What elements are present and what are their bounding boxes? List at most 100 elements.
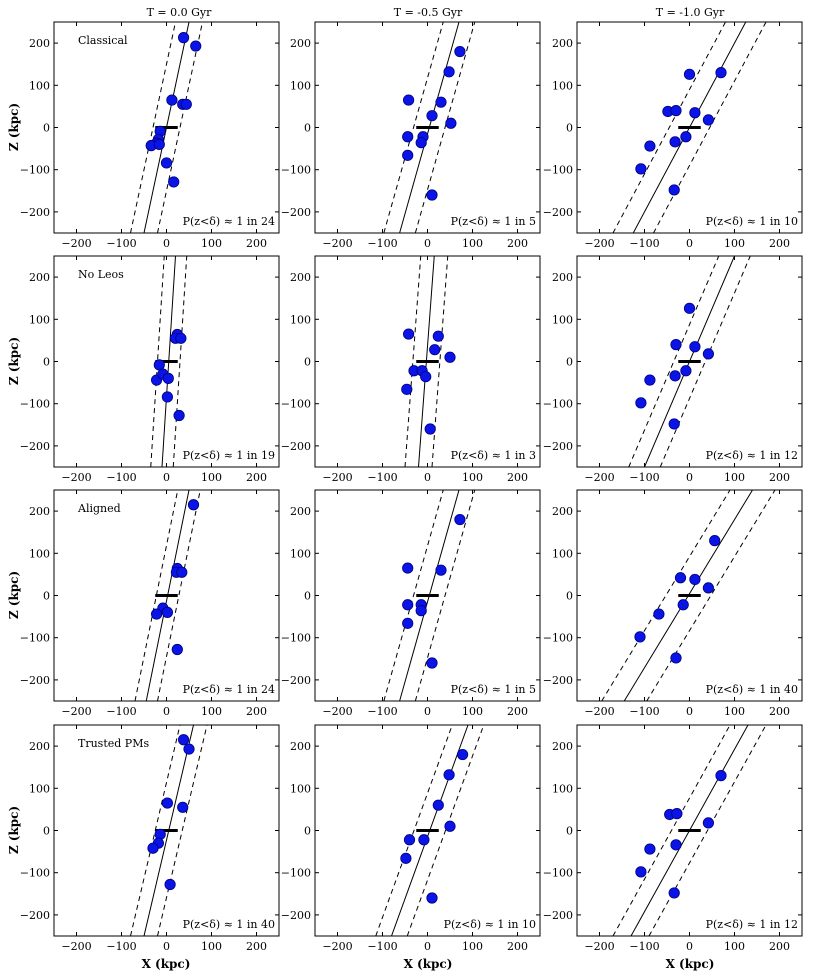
data-point-r1c2-1	[670, 339, 682, 351]
ytick-label-r3c2-4: 200	[552, 740, 573, 753]
data-point-r3c1-7	[426, 892, 438, 904]
xtick-label-r2c2-3: 100	[724, 705, 745, 718]
ytick-label-r3c1-0: −200	[281, 909, 311, 922]
probability-annotation-r3c2: P(z<δ) ≈ 1 in 12	[706, 918, 798, 931]
ytick-label-r3c0-4: 200	[29, 740, 50, 753]
band-left-r0c2	[612, 22, 726, 233]
data-point-r0c2-0	[683, 68, 696, 80]
xtick-label-r1c0-3: 100	[201, 471, 222, 484]
panel-r3c1: −200 −200 −100 −100 0 0 100 100 200 200 P(z<δ) ≈ 1…	[281, 724, 541, 953]
ytick-label-r1c1-4: 200	[290, 271, 311, 284]
ytick-label-r1c1-0: −200	[281, 440, 311, 453]
ytick-label-r2c1-2: 0	[304, 590, 311, 603]
data-point-r2c1-5	[415, 605, 427, 617]
xtick-label-r3c0-1: −100	[106, 940, 136, 953]
data-point-r1c1-3	[444, 351, 456, 363]
panels-group: −200 −200 −100 −100 0 0 100 100 200 200 Classical P…	[20, 21, 803, 953]
ytick-label-r1c0-1: −100	[20, 398, 50, 411]
data-point-r2c1-0	[454, 513, 466, 526]
ytick-label-r3c0-1: −100	[20, 867, 50, 880]
xtick-label-r3c1-3: 100	[462, 940, 483, 953]
ytick-label-r2c0-0: −200	[20, 674, 50, 687]
ytick-label-r1c1-1: −100	[281, 398, 311, 411]
panel-r1c2: −200 −200 −100 −100 0 0 100 100 200 200 P(z<δ) ≈ 1…	[543, 255, 803, 484]
xtick-label-r1c2-2: 0	[686, 471, 693, 484]
xtick-label-r1c0-1: −100	[106, 471, 136, 484]
data-point-r3c0-7	[147, 842, 159, 854]
probability-annotation-r0c0: P(z<δ) ≈ 1 in 24	[183, 215, 275, 228]
band-left-r2c1	[383, 490, 444, 701]
ytick-label-r3c2-0: −200	[543, 909, 573, 922]
ytick-label-r0c1-3: 100	[290, 79, 311, 92]
ylabel-row-3: Z (kpc)	[7, 806, 21, 854]
probability-annotation-r3c1: P(z<δ) ≈ 1 in 10	[444, 918, 536, 931]
data-point-r0c1-10	[426, 189, 438, 201]
xtick-label-r0c1-4: 200	[507, 237, 528, 250]
data-point-r0c1-5	[445, 117, 457, 129]
ytick-label-r1c0-0: −200	[20, 440, 50, 453]
data-point-r0c0-11	[168, 176, 180, 188]
data-point-r2c0-6	[151, 608, 163, 620]
xtick-label-r3c0-3: 100	[201, 940, 222, 953]
data-point-r1c1-1	[432, 330, 444, 342]
ytick-label-r0c2-3: 100	[552, 79, 573, 92]
ytick-label-r0c1-1: −100	[281, 164, 311, 177]
xtick-label-r3c0-0: −200	[61, 940, 91, 953]
data-point-r0c0-1	[190, 40, 202, 52]
ytick-label-r2c0-3: 100	[29, 547, 50, 560]
plot-area-r3c1	[375, 725, 485, 936]
ytick-label-r2c0-2: 0	[43, 590, 50, 603]
xtick-label-r3c2-3: 100	[724, 940, 745, 953]
ytick-label-r2c2-3: 100	[552, 547, 573, 560]
ylabel-row-0: Z (kpc)	[7, 103, 21, 151]
data-point-r0c2-7	[669, 136, 681, 148]
xtick-label-r1c2-1: −100	[629, 471, 659, 484]
xtick-label-r1c0-2: 0	[163, 471, 170, 484]
xtick-label-r0c1-2: 0	[424, 237, 431, 250]
data-point-r0c2-10	[668, 184, 680, 196]
plot-area-r3c0	[130, 725, 208, 936]
ytick-label-r0c1-2: 0	[304, 122, 311, 135]
ytick-label-r1c0-2: 0	[43, 356, 50, 369]
ytick-label-r3c2-2: 0	[566, 825, 573, 838]
band-right-r0c2	[653, 22, 767, 233]
data-point-r2c2-6	[634, 631, 646, 643]
band-left-r0c1	[383, 22, 444, 233]
xtick-label-r0c0-1: −100	[106, 237, 136, 250]
data-point-r2c1-3	[402, 599, 414, 611]
band-right-r0c1	[414, 22, 476, 233]
data-point-r2c2-3	[702, 582, 715, 594]
data-point-r1c2-8	[668, 418, 680, 430]
data-point-r1c0-3	[153, 359, 165, 371]
xtick-label-r2c1-0: −200	[322, 705, 352, 718]
data-point-r3c2-7	[668, 887, 680, 899]
ytick-label-r1c2-1: −100	[543, 398, 573, 411]
xtick-label-r2c2-0: −200	[584, 705, 614, 718]
ytick-label-r0c0-1: −100	[20, 164, 50, 177]
xtick-label-r2c2-2: 0	[686, 705, 693, 718]
ytick-label-r0c2-0: −200	[543, 206, 573, 219]
data-point-r0c2-6	[680, 131, 692, 143]
xtick-label-r2c1-1: −100	[367, 705, 397, 718]
ytick-label-r0c1-0: −200	[281, 206, 311, 219]
ytick-label-r3c2-3: 100	[552, 782, 573, 795]
panel-r3c2: −200 −200 −100 −100 0 0 100 100 200 200 P(z<δ) ≈ 1…	[543, 724, 803, 953]
data-point-r3c0-8	[164, 878, 176, 891]
xtick-label-r3c1-4: 200	[507, 940, 528, 953]
data-point-r1c2-3	[702, 348, 715, 360]
ytick-label-r0c2-2: 0	[566, 122, 573, 135]
data-point-r2c1-7	[426, 657, 438, 669]
plot-area-r0c1	[383, 22, 476, 233]
data-point-r3c2-6	[635, 866, 647, 878]
xtick-label-r2c2-4: 200	[769, 705, 790, 718]
ytick-label-r2c2-0: −200	[543, 674, 573, 687]
ytick-label-r1c2-4: 200	[552, 271, 573, 284]
data-point-r3c0-1	[183, 743, 195, 755]
xtick-label-r0c0-4: 200	[246, 237, 267, 250]
data-point-r3c1-6	[400, 852, 412, 864]
probability-annotation-r0c2: P(z<δ) ≈ 1 in 10	[706, 215, 798, 228]
xtick-label-r2c0-0: −200	[61, 705, 91, 718]
ytick-label-r3c0-2: 0	[43, 825, 50, 838]
data-point-r0c0-10	[160, 157, 173, 169]
ytick-label-r1c0-3: 100	[29, 313, 50, 326]
